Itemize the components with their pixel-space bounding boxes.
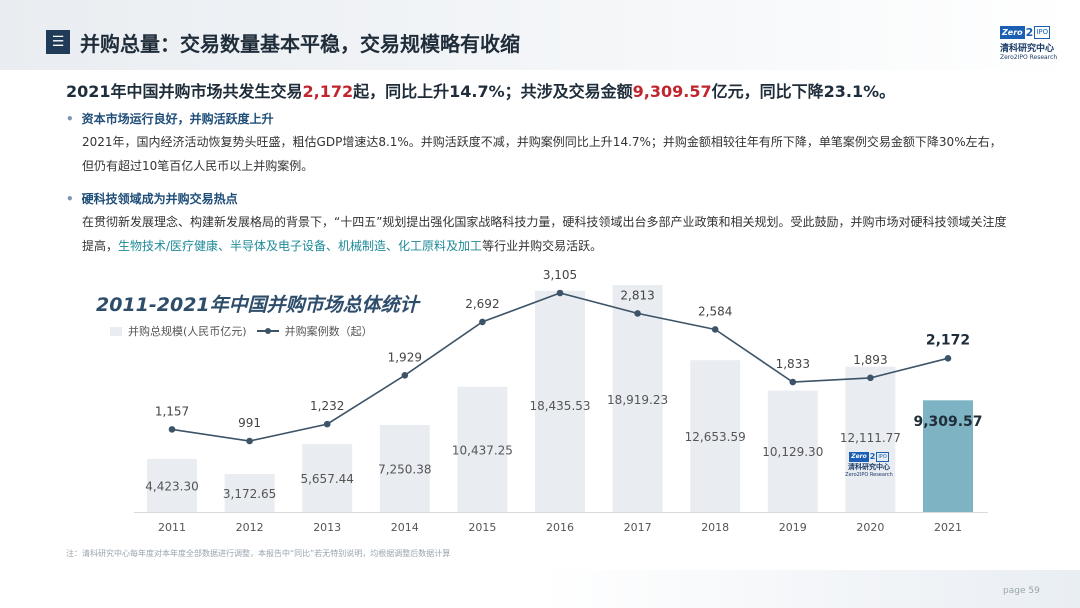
x-tick-2019: 2019 — [779, 521, 807, 534]
legend-line-swatch — [256, 328, 279, 334]
bar-2012 — [224, 473, 275, 512]
logo-cn: 清科研究中心 — [1000, 44, 1055, 54]
bar-label-2014: 7,250.38 — [378, 463, 431, 477]
page-title: 并购总量：交易数量基本平稳，交易规模略有收缩 — [80, 32, 520, 56]
legend-line-label: 并购案例数（起） — [284, 325, 373, 338]
line-label-2015: 2,692 — [465, 297, 499, 311]
menu-icon[interactable]: ☰ — [46, 30, 70, 54]
footer-bar — [0, 570, 1080, 608]
x-tick-2013: 2013 — [313, 521, 341, 534]
bar-2013 — [302, 444, 353, 512]
section-2-text-a: 在贯彻新发展理念、构建新发展格局的背景下，“十四五”规划提出强化国家战略科技力量… — [82, 215, 1007, 253]
line-point-2019 — [789, 378, 797, 386]
bar-2018 — [690, 360, 741, 512]
logo-zero: Zero — [1000, 26, 1025, 39]
chart-logo-cn: 清科研究中心 — [848, 463, 890, 471]
bar-2014 — [379, 425, 430, 512]
x-tick-2015: 2015 — [468, 521, 496, 534]
x-tick-2020: 2020 — [856, 521, 884, 534]
line-point-2012 — [246, 437, 253, 445]
line-point-2016 — [556, 289, 564, 297]
bar-label-2013: 5,657.44 — [300, 472, 353, 486]
x-tick-2017: 2017 — [624, 521, 652, 534]
headline-part1: 2021年中国并购市场共发生交易 — [66, 82, 303, 101]
bar-label-2020: 12,111.77 — [840, 431, 901, 445]
page-number: page 59 — [1003, 586, 1040, 596]
line-label-2012: 991 — [238, 416, 261, 430]
line-point-2014 — [401, 372, 409, 379]
logo-en: Zero2IPO Research — [1000, 54, 1058, 61]
line-point-2011 — [168, 426, 176, 433]
headline-count: 2,172 — [302, 82, 354, 101]
bar-2017 — [612, 285, 663, 512]
x-tick-2018: 2018 — [701, 521, 729, 534]
section-1-text: 2021年，国内经济活动恢复势头旺盛，粗估GDP增速达8.1%。并购活跃度不减，… — [82, 135, 1002, 173]
line-label-2021: 2,172 — [926, 332, 970, 348]
line-label-2016: 3,105 — [543, 268, 577, 282]
bar-label-2018: 12,653.59 — [685, 430, 746, 444]
section-2-highlight: 生物技术/医疗健康、半导体及电子设备、机械制造、化工原料及加工 — [118, 239, 483, 253]
line-label-2017: 2,813 — [620, 288, 654, 302]
x-tick-2014: 2014 — [391, 521, 419, 534]
x-tick-2021: 2021 — [934, 521, 962, 534]
x-tick-2012: 2012 — [236, 521, 264, 534]
bar-label-2017: 18,919.23 — [607, 393, 668, 407]
line-point-2015 — [479, 318, 486, 326]
bar-label-2012: 3,172.65 — [223, 487, 276, 501]
bar-label-2015: 10,437.25 — [452, 443, 513, 457]
section-2-text: 在贯彻新发展理念、构建新发展格局的背景下，“十四五”规划提出强化国家战略科技力量… — [82, 210, 1012, 258]
line-point-2017 — [634, 310, 641, 317]
bar-label-2021: 9,309.57 — [913, 414, 982, 430]
bar-label-2019: 10,129.30 — [762, 445, 823, 459]
bar-2021 — [923, 400, 973, 512]
headline-part3: 亿元，同比下降23.1%。 — [711, 82, 896, 101]
bar-label-2016: 18,435.53 — [529, 399, 590, 413]
line-label-2020: 1,893 — [853, 353, 887, 367]
bar-2011 — [147, 458, 197, 512]
line-point-2021 — [944, 355, 952, 362]
chart-logo-en: Zero2IPO Research — [845, 472, 893, 478]
chart-logo-zero: Zero — [849, 452, 869, 462]
bar-label-2011: 4,423.30 — [145, 479, 198, 493]
logo-ipo: IPO — [1034, 26, 1051, 39]
chart-legend: 并购总规模(人民币亿元) 并购案例数（起） — [110, 323, 373, 339]
bar-2016 — [535, 290, 585, 512]
line-label-2011: 1,157 — [155, 404, 189, 418]
footnote: 注：清科研究中心每年度对本年度全部数据进行调整，本报告中“同比”若无特别说明，均… — [66, 549, 451, 558]
line-label-2013: 1,232 — [310, 399, 344, 413]
chart-logo-two: 2 — [869, 452, 876, 461]
section-2-text-c: 等行业并购交易活跃。 — [482, 239, 603, 253]
line-point-2020 — [867, 374, 874, 382]
chart-title: 2011-2021年中国并购市场总体统计 — [96, 294, 419, 316]
brand-logo: Zero 2 IPO 清科研究中心 Zero2IPO Research — [1000, 26, 1060, 62]
bar-2015 — [457, 386, 508, 512]
line-point-2013 — [323, 420, 331, 428]
line-label-2014: 1,929 — [388, 350, 422, 364]
headline-amount: 9,309.57 — [632, 82, 712, 101]
x-tick-2016: 2016 — [546, 521, 574, 534]
header-bar — [0, 0, 1080, 70]
section-1-heading: 资本市场运行良好，并购活跃度上升 — [66, 110, 274, 127]
bar-2019 — [767, 390, 818, 512]
logo-two: 2 — [1025, 26, 1034, 39]
chart-logo-ipo: IPO — [876, 452, 889, 462]
chart-watermark-logo: Zero 2 IPO 清科研究中心 Zero2IPO Research — [842, 452, 896, 478]
line-label-2019: 1,833 — [776, 357, 810, 371]
legend-bar-label: 并购总规模(人民币亿元) — [128, 325, 247, 338]
headline-part2: 起，同比上升14.7%；共涉及交易金额 — [353, 82, 633, 101]
line-label-2018: 2,584 — [698, 304, 732, 318]
legend-bar-swatch — [110, 326, 122, 336]
x-tick-2011: 2011 — [158, 521, 186, 534]
line-point-2018 — [711, 326, 719, 333]
bar-2020 — [845, 366, 896, 512]
section-2-heading: 硬科技领域成为并购交易热点 — [66, 190, 238, 207]
headline: 2021年中国并购市场共发生交易2,172起，同比上升14.7%；共涉及交易金额… — [66, 78, 895, 102]
